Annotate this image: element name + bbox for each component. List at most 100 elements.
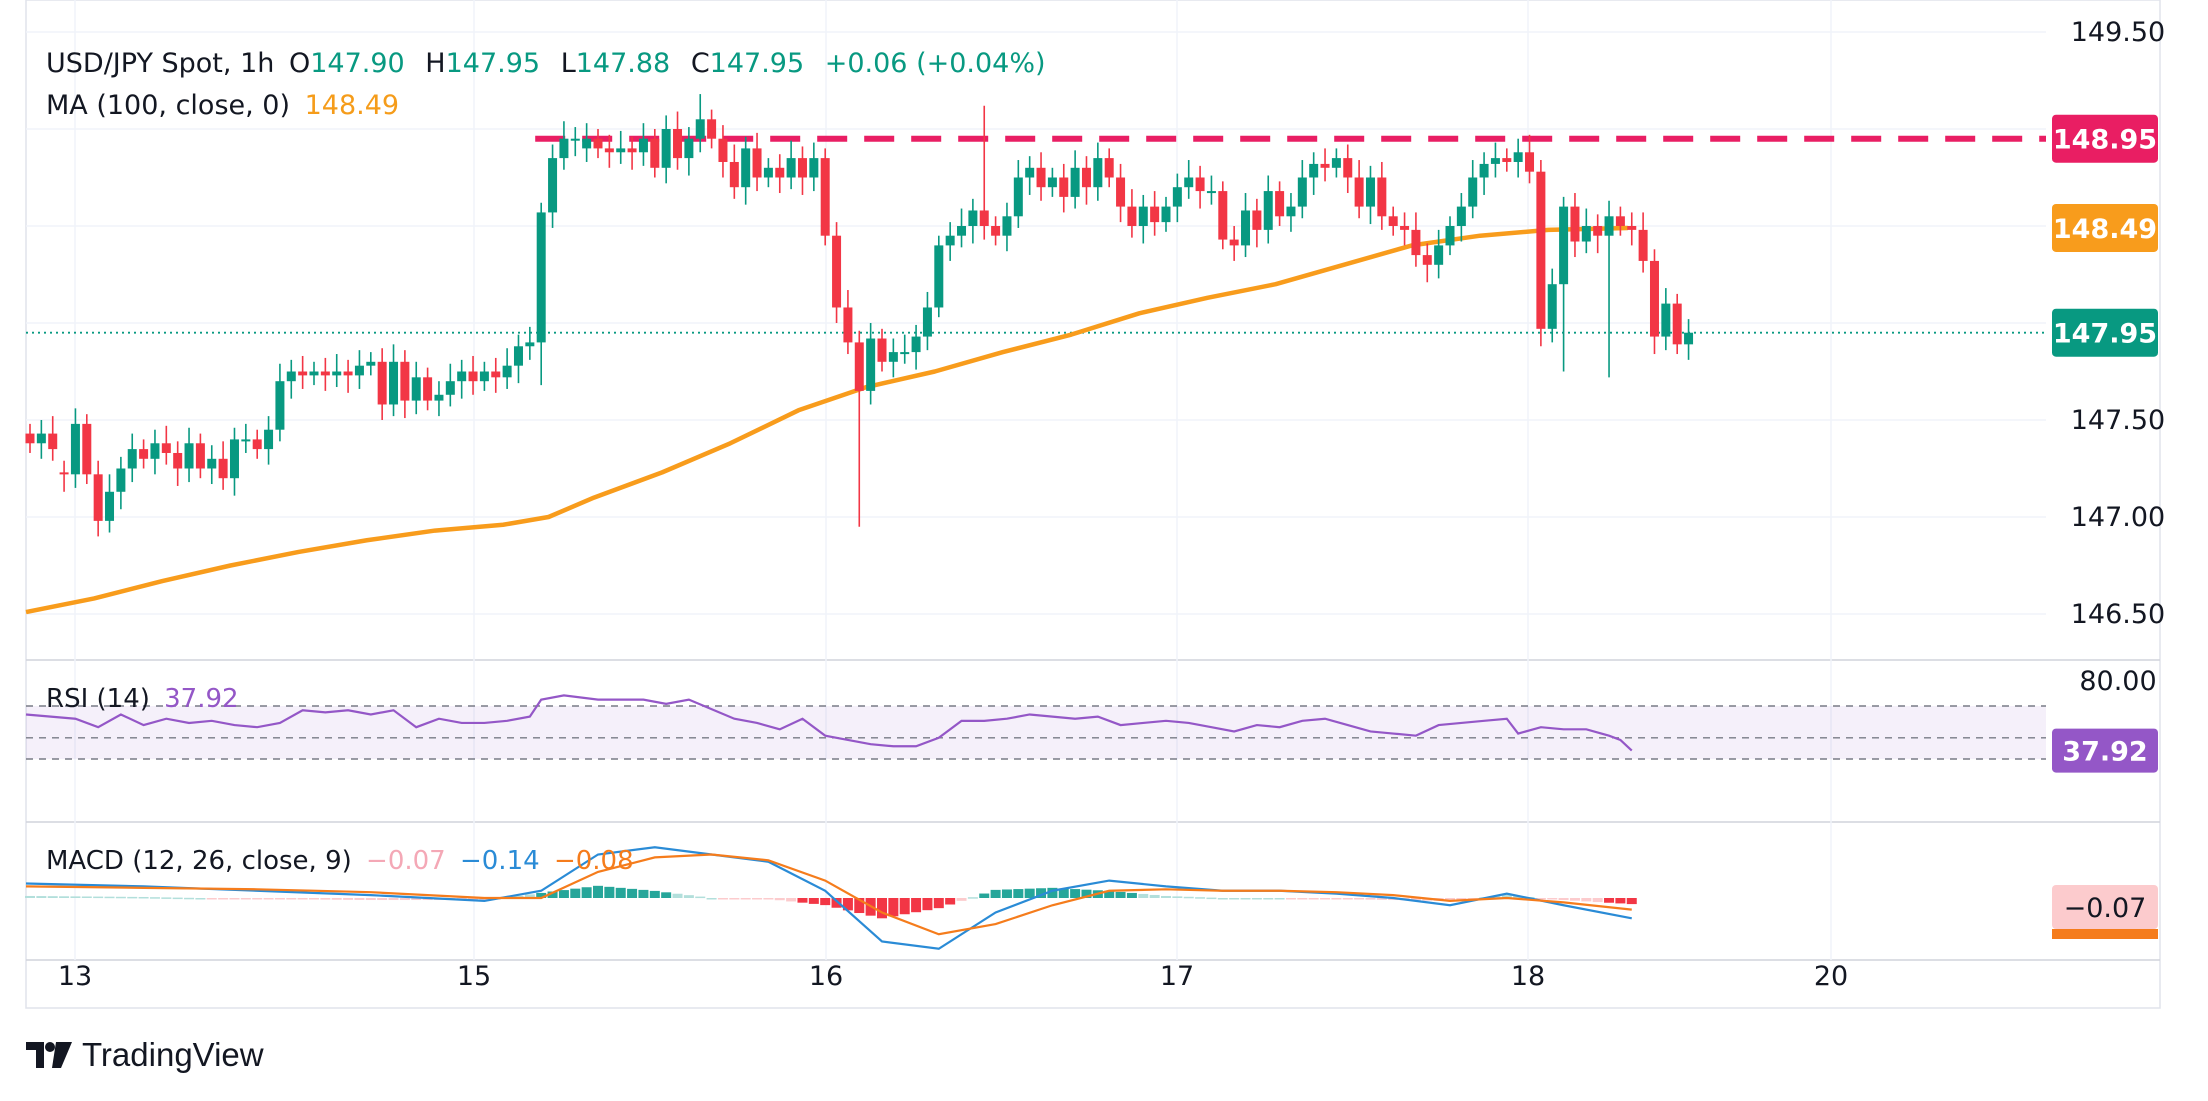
macd-hist-bar <box>1001 889 1012 898</box>
candle-down <box>1218 191 1228 240</box>
tradingview-brand[interactable]: TradingView <box>26 1036 264 1074</box>
x-tick-label: 16 <box>809 961 843 992</box>
macd-hist-bar <box>195 898 206 900</box>
macd-hist-bar <box>1331 898 1342 900</box>
macd-hist-bar <box>547 891 558 898</box>
candle-down <box>1627 226 1637 230</box>
candle-down <box>991 226 1001 236</box>
candle-up <box>309 371 319 376</box>
macd-hist-bar <box>411 898 422 901</box>
rsi-badge <box>2052 728 2158 773</box>
macd-hist-bar <box>36 896 47 898</box>
macd-hist-bar <box>1445 898 1455 902</box>
candle-down <box>673 129 683 159</box>
macd-hist-bar <box>1592 898 1603 903</box>
candle-down <box>1649 260 1659 337</box>
macd-hist-bar <box>1013 889 1024 898</box>
candle-up <box>1138 206 1148 226</box>
ma100-line <box>25 225 1628 615</box>
candle-up <box>1161 206 1171 223</box>
macd-hist-bar <box>127 896 138 899</box>
candle-up <box>1445 226 1455 246</box>
macd-hist-bar <box>831 898 842 908</box>
candle-up <box>229 439 239 479</box>
candle-up <box>1047 177 1057 188</box>
macd-hist-bar <box>81 896 92 898</box>
candle-down <box>1536 171 1546 329</box>
candle-down <box>1116 177 1126 207</box>
candle-down <box>1593 226 1603 236</box>
macd-hist-bar <box>706 898 717 900</box>
candle-down <box>59 472 69 475</box>
macd-badge <box>2052 885 2158 929</box>
candle-up <box>1309 163 1319 178</box>
candle-up <box>127 449 137 469</box>
candle-up <box>1172 187 1182 207</box>
macd-hist-bar <box>297 898 308 900</box>
macd-hist-bar <box>1161 895 1171 898</box>
candle-up <box>1070 167 1080 197</box>
candle-down <box>604 148 614 153</box>
x-tick-label: 20 <box>1814 961 1848 992</box>
candle-down <box>1036 167 1046 188</box>
candle-down <box>343 371 353 376</box>
candle-up <box>1206 191 1216 194</box>
macd-hist-bar <box>661 892 672 898</box>
macd-hist-bar <box>1036 888 1047 898</box>
candle-up <box>150 443 160 459</box>
candle-up <box>332 371 342 376</box>
candle-up <box>241 439 251 442</box>
candle-down <box>82 423 92 475</box>
macd-hist-bar <box>842 898 853 911</box>
macd-hist-bar <box>990 889 1001 898</box>
candle-down <box>1422 255 1432 265</box>
candle-up <box>1581 226 1591 242</box>
macd-hist-bar <box>331 898 342 900</box>
macd-hist-bar <box>524 894 535 898</box>
candle-up <box>1468 177 1478 207</box>
candle-up <box>1093 158 1103 188</box>
macd-hist-bar <box>627 888 638 898</box>
open-value: 147.90 <box>310 48 405 79</box>
macd-hist-bar <box>570 888 581 898</box>
macd-hist-bar <box>377 898 388 901</box>
macd-hist-bar <box>240 898 251 900</box>
macd-hist-bar <box>229 898 240 900</box>
candle-up <box>116 468 126 492</box>
candle-up <box>207 458 217 469</box>
macd-hist-bar <box>1081 889 1092 898</box>
macd-hist-bar <box>1501 894 1512 898</box>
candle-down <box>298 371 308 376</box>
candle-up <box>741 148 751 188</box>
macd-hist-bar <box>1615 898 1626 904</box>
rsi-value: 37.92 <box>164 684 239 714</box>
candle-down <box>1229 239 1239 246</box>
macd-hist-bar <box>388 898 399 901</box>
macd-hist-bar <box>683 895 694 898</box>
signal-line <box>25 853 1632 936</box>
macd-hist-bar <box>979 893 990 898</box>
candle-down <box>93 474 103 521</box>
candle-up <box>513 346 523 366</box>
candle-down <box>195 443 205 469</box>
macd-hist-bar <box>967 897 978 899</box>
price-badge-label: 148.95 <box>2053 125 2157 156</box>
candle-up <box>911 336 921 353</box>
candle-down <box>1081 167 1091 188</box>
candle-up <box>638 138 648 153</box>
macd-hist-bar <box>854 898 865 914</box>
macd-hist-bar <box>1274 898 1285 900</box>
macd-hist-bar <box>1285 898 1296 900</box>
candle-down <box>1059 177 1069 197</box>
macd-line-value: −0.14 <box>459 846 540 876</box>
macd-header: MACD (12, 26, close, 9) −0.07 −0.14 −0.0… <box>46 846 640 876</box>
macd-hist-bar <box>1297 898 1308 900</box>
macd-hist-bar <box>740 898 751 900</box>
macd-label: MACD (12, 26, close, 9) <box>46 846 352 876</box>
candle-up <box>1286 206 1296 217</box>
candle-down <box>400 361 410 401</box>
candle-up <box>1263 191 1273 230</box>
low-label: L <box>560 48 576 79</box>
y-tick-label: 149.50 <box>2071 17 2165 48</box>
candle-up <box>184 443 194 469</box>
